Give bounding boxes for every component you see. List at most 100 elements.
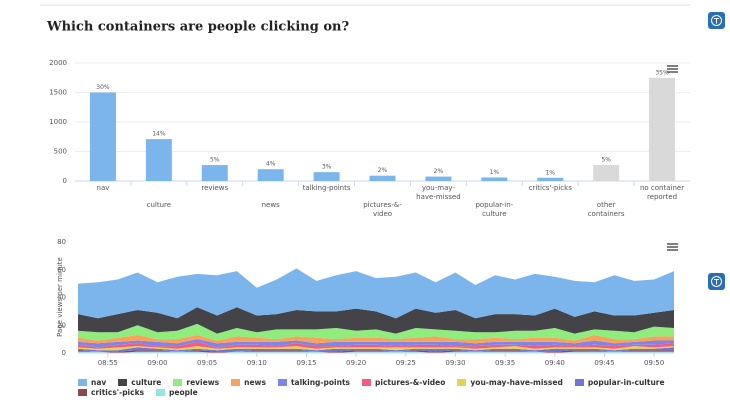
legend-label: reviews (186, 378, 220, 387)
legend-label: people (169, 388, 198, 397)
legend-label: culture (131, 378, 162, 387)
x-tick-label: 08:55 (98, 359, 118, 367)
area (78, 339, 674, 348)
value-label: 3% (322, 164, 332, 171)
menu-icon[interactable] (667, 65, 678, 73)
legend-swatch (78, 389, 87, 396)
bar (313, 172, 340, 181)
legend-item[interactable]: news (231, 378, 266, 387)
legend-label: popular-in-culture (587, 378, 665, 387)
legend-item[interactable]: people (156, 388, 198, 397)
legend-item[interactable]: nav (78, 378, 106, 387)
bar (145, 139, 172, 181)
area (78, 268, 674, 319)
x-tick-label: 09:15 (296, 359, 316, 367)
y-tick-label: 0 (63, 177, 67, 185)
x-tick-label: pictures-&-video (363, 201, 402, 218)
x-tick-label: other containers (587, 201, 625, 218)
bar (593, 165, 620, 181)
value-label: 30% (96, 84, 110, 91)
area (78, 341, 674, 349)
bar (201, 165, 228, 181)
y-tick-label: 40 (57, 294, 66, 302)
y-tick-label: 20 (57, 321, 66, 329)
bar (537, 177, 564, 181)
value-label: 4% (266, 161, 276, 168)
x-tick-label: 09:20 (346, 359, 366, 367)
side-button[interactable] (708, 12, 725, 29)
area (78, 347, 674, 352)
x-tick-label: culture (146, 201, 172, 209)
legend-label: talking-points (290, 378, 351, 387)
value-label: 5% (601, 157, 611, 164)
value-label: 14% (152, 131, 166, 138)
x-tick-label: 09:00 (147, 359, 167, 367)
legend-label: nav (91, 378, 107, 387)
legend-item[interactable]: you-may-have-missed (457, 378, 563, 387)
legend-swatch (362, 379, 372, 386)
y-tick-label: 1500 (49, 89, 67, 97)
legend-swatch (277, 379, 287, 386)
legend-swatch (457, 379, 467, 386)
bar (257, 169, 284, 181)
side-button[interactable] (708, 273, 725, 290)
legend-swatch (156, 389, 166, 396)
legend-swatch (118, 379, 128, 386)
legend-label: pictures-&-video (375, 378, 446, 387)
x-tick-label: reviews (201, 184, 229, 192)
area (78, 323, 674, 341)
y-tick-label: 2000 (49, 59, 67, 67)
bar (649, 77, 676, 181)
x-tick-label: you-may-have-missed (416, 184, 461, 201)
y-tick-label: 1000 (49, 118, 67, 126)
value-label: 35% (655, 69, 669, 76)
y-tick-label: 0 (62, 349, 66, 357)
x-tick-label: 09:50 (644, 359, 664, 367)
x-tick-label: 09:05 (197, 359, 217, 367)
legend-item[interactable]: critics'-picks (78, 388, 144, 397)
y-tick-label: 60 (57, 266, 66, 274)
y-tick-label: 500 (54, 148, 67, 156)
x-tick-label: critics'-picks (528, 184, 572, 192)
value-label: 1% (490, 169, 500, 176)
chart-title: Which containers are people clicking on? (46, 20, 349, 35)
value-label: 2% (378, 167, 388, 174)
x-tick-label: popular-in-culture (475, 201, 514, 218)
legend-item[interactable]: reviews (173, 378, 219, 387)
legend-label: you-may-have-missed (470, 378, 563, 387)
x-tick-label: 09:45 (594, 359, 614, 367)
x-tick-label: 09:40 (545, 359, 565, 367)
x-tick-label: nav (96, 184, 110, 192)
area (78, 350, 674, 353)
legend-item[interactable]: talking-points (277, 378, 351, 387)
bar (481, 177, 508, 181)
value-label: 5% (210, 157, 220, 164)
x-tick-label: news (261, 201, 280, 209)
legend-item[interactable]: culture (118, 378, 161, 387)
legend-swatch (574, 379, 584, 386)
legend-item[interactable]: popular-in-culture (574, 378, 665, 387)
legend-label: news (244, 378, 266, 387)
legend-swatch (78, 379, 87, 386)
x-tick-label: talking-points (302, 184, 351, 192)
legend: nav culture reviews news talking-points pictu… (78, 378, 678, 397)
menu-icon[interactable] (667, 243, 678, 251)
y-tick-label: 80 (57, 238, 66, 246)
x-tick-label: 09:30 (445, 359, 465, 367)
legend-item[interactable]: pictures-&-video (362, 378, 445, 387)
area (78, 346, 674, 351)
area (78, 307, 674, 334)
legend-swatch (231, 379, 241, 386)
x-tick-label: 09:25 (396, 359, 416, 367)
x-tick-label: no container reported (639, 184, 685, 201)
value-label: 2% (434, 168, 444, 175)
x-tick-label: 09:35 (495, 359, 515, 367)
y-axis-title: Page views per minute (56, 257, 64, 337)
area (78, 335, 674, 344)
bar (89, 92, 116, 181)
x-tick-label: 09:10 (247, 359, 267, 367)
bar (369, 175, 396, 181)
legend-label: critics'-picks (91, 388, 145, 397)
